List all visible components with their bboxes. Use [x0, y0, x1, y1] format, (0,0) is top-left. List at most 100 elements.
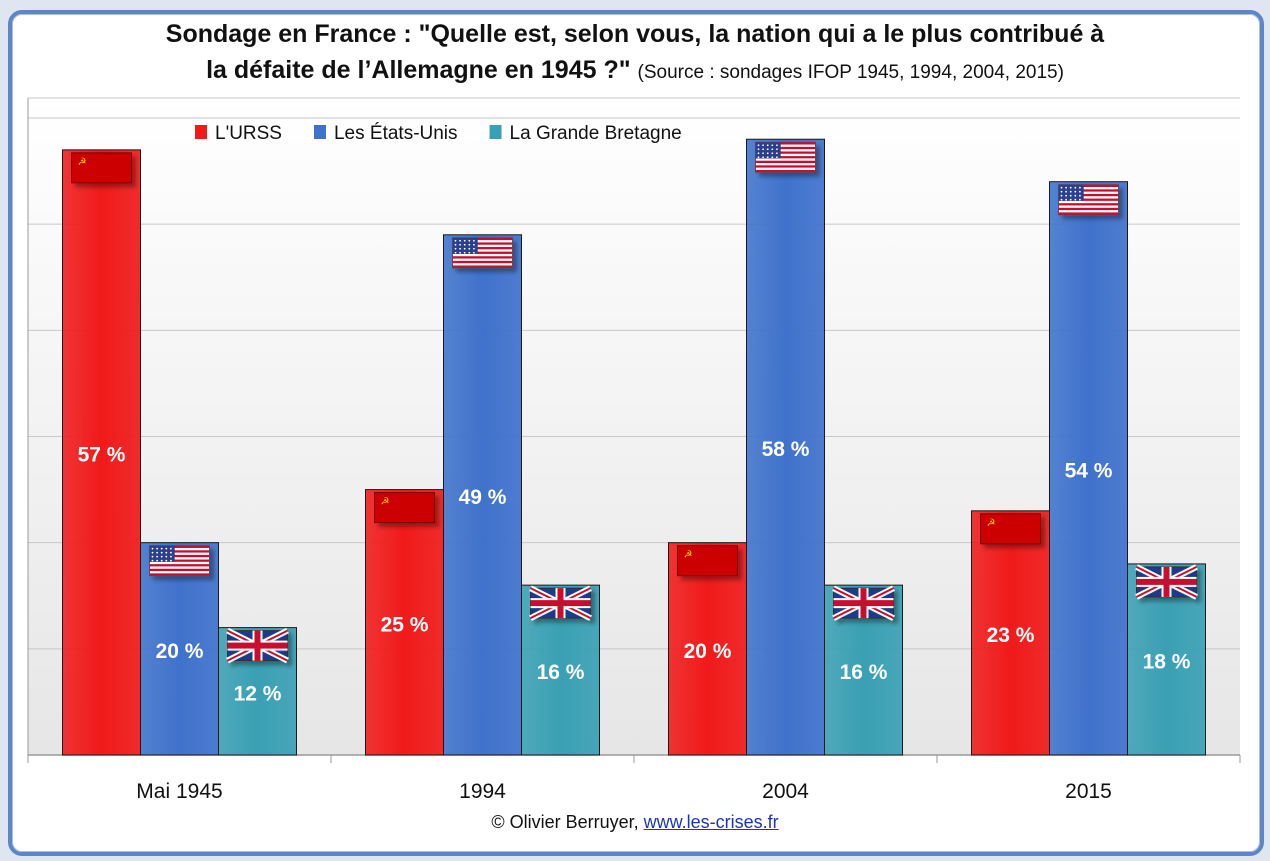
credit-line: © Olivier Berruyer, www.les-crises.fr: [0, 812, 1270, 833]
usa-flag-star: [762, 148, 764, 151]
usa-flag-star: [156, 559, 159, 562]
usa-flag-star: [170, 555, 172, 558]
usa-flag-star: [1065, 186, 1067, 189]
ussr-flag-3: ☭: [980, 513, 1041, 545]
usa-flag-star: [454, 247, 457, 250]
usa-flag-star: [170, 559, 172, 562]
usa-flag-star: [160, 551, 163, 554]
bar: [62, 149, 141, 756]
usa-flag-stripe: [755, 146, 816, 150]
usa-flag-star: [766, 148, 769, 151]
x-tick-label: 2015: [1065, 780, 1112, 803]
usa-flag-stripe: [1058, 212, 1119, 215]
usa-flag-stripe: [149, 568, 210, 572]
usa-flag-star: [160, 547, 163, 550]
usa-flag-stripe: [149, 559, 210, 562]
usa-flag-star: [1060, 186, 1063, 189]
usa-flag-star: [776, 152, 778, 155]
usa-flag-stripe: [755, 165, 816, 168]
bar: [668, 542, 747, 756]
bar: [971, 510, 1050, 756]
uk-flag-2: [832, 585, 895, 621]
usa-flag-star: [156, 547, 159, 550]
usa-flag-star: [1060, 194, 1063, 197]
bar: [746, 138, 825, 756]
usa-flag-stripe: [149, 573, 210, 576]
data-label: 20 %: [684, 640, 732, 663]
usa-flag-star: [463, 247, 466, 250]
usa-flag-star: [1069, 194, 1072, 197]
data-label: 16 %: [537, 661, 585, 684]
data-label: 18 %: [1143, 650, 1191, 673]
usa-flag-star: [1065, 194, 1067, 197]
usa-flag-star: [1065, 198, 1067, 201]
usa-flag-canton: [755, 142, 781, 159]
usa-flag-star: [1069, 198, 1072, 201]
data-label: 57 %: [78, 443, 126, 466]
usa-flag-star: [757, 144, 760, 147]
ussr-flag-field: [980, 513, 1041, 545]
usa-flag-canton: [149, 545, 175, 562]
usa-flag-star: [1079, 194, 1081, 197]
uk-flag-cross-red: [833, 600, 894, 607]
usa-flag-1: [452, 237, 513, 269]
usa-flag-stripe: [452, 265, 513, 268]
usa-flag-star: [771, 144, 774, 147]
usa-flag-star: [762, 152, 764, 155]
legend-label: La Grande Bretagne: [510, 123, 682, 144]
legend-swatch: [489, 125, 502, 139]
usa-flag-star: [468, 251, 471, 254]
usa-flag-stripe: [755, 151, 816, 154]
data-label: 20 %: [156, 640, 204, 663]
data-label: 12 %: [234, 682, 282, 705]
bar: [443, 234, 522, 756]
usa-flag-stripe: [149, 550, 210, 553]
bar: [365, 489, 444, 756]
usa-flag-2: [755, 141, 816, 173]
usa-flag-star: [771, 148, 774, 151]
usa-flag-star: [771, 152, 774, 155]
usa-flag-stripe: [149, 545, 210, 548]
credit-link[interactable]: www.les-crises.fr: [643, 812, 779, 832]
usa-flag-canton: [452, 237, 478, 254]
usa-flag-stripe: [149, 554, 210, 558]
usa-flag-stripe: [452, 260, 513, 264]
uk-flag-1: [529, 585, 592, 621]
hammer-sickle-icon: ☭: [684, 550, 693, 561]
usa-flag-stripe: [452, 256, 513, 259]
usa-flag-star: [1069, 186, 1072, 189]
usa-flag-star: [170, 551, 172, 554]
data-label: 58 %: [762, 438, 810, 461]
usa-flag-stripe: [452, 247, 513, 250]
title-line-1: Sondage en France : "Quelle est, selon v…: [165, 20, 1105, 48]
usa-flag-star: [762, 144, 764, 147]
legend-swatch: [313, 125, 326, 139]
hammer-sickle-icon: ☭: [987, 518, 996, 529]
usa-flag-star: [463, 243, 466, 246]
usa-flag-stripe: [1058, 184, 1119, 188]
usa-flag-star: [762, 156, 764, 159]
usa-flag-star: [156, 555, 159, 558]
usa-flag-star: [771, 156, 774, 159]
usa-flag-star: [766, 156, 769, 159]
data-label: 54 %: [1065, 459, 1113, 482]
usa-flag-star: [151, 551, 154, 554]
usa-flag-stripe: [452, 242, 513, 245]
data-label: 16 %: [840, 661, 888, 684]
uk-flag-3: [1135, 564, 1198, 600]
bar: [1049, 181, 1128, 756]
legend-label: Les États-Unis: [334, 123, 458, 144]
usa-flag-star: [459, 251, 461, 254]
ussr-flag-field: [677, 545, 738, 577]
uk-flag-cross-red: [530, 600, 591, 607]
uk-flag-0: [226, 627, 289, 664]
x-tick-label: Mai 1945: [136, 780, 222, 803]
usa-flag-stripe: [452, 237, 513, 241]
usa-flag-star: [459, 239, 461, 242]
bar: [140, 542, 219, 756]
title-line-2-text: la défaite de l’Allemagne en 1945 ?": [206, 56, 631, 84]
usa-flag-star: [776, 144, 778, 147]
usa-flag-star: [454, 239, 457, 242]
usa-flag-stripe: [755, 160, 816, 164]
